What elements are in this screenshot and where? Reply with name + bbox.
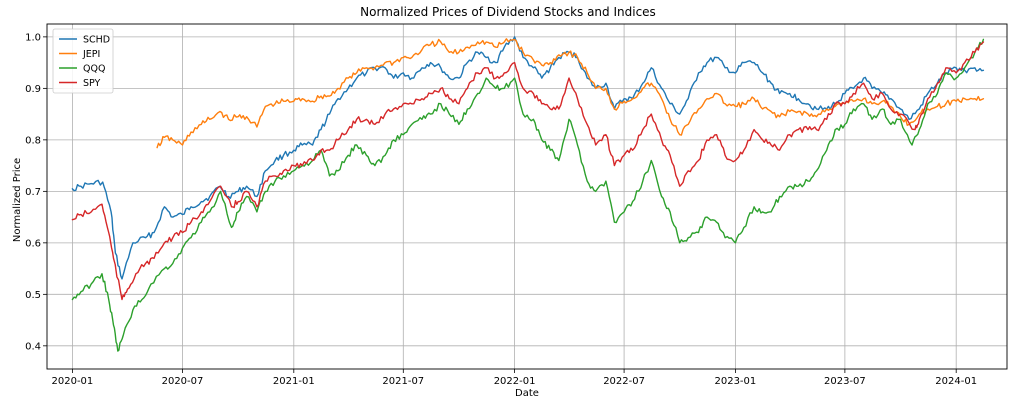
- x-tick-label: 2024-01: [935, 376, 977, 387]
- x-tick-label: 2021-07: [382, 376, 424, 387]
- x-tick-label: 2020-01: [52, 376, 94, 387]
- legend-box: [52, 28, 114, 94]
- y-axis-ticks: 0.4 0.5 0.6 0.7 0.8 0.9 1.0: [25, 32, 47, 352]
- legend-label-schd: SCHD: [83, 35, 110, 46]
- y-tick-label: 0.6: [25, 238, 41, 249]
- x-tick-label: 2023-01: [714, 376, 756, 387]
- y-tick-label: 0.5: [25, 290, 41, 301]
- grid: [47, 24, 1007, 369]
- x-tick-label: 2020-07: [162, 376, 204, 387]
- x-tick-label: 2022-07: [603, 376, 645, 387]
- series-line-jepi: [156, 38, 985, 149]
- legend-label-jepi: JEPI: [82, 49, 100, 60]
- y-axis-title: Normalized Price: [12, 158, 23, 242]
- y-tick-label: 0.9: [25, 84, 41, 95]
- y-tick-label: 0.7: [25, 187, 41, 198]
- y-tick-label: 1.0: [25, 32, 41, 43]
- series-line-spy: [71, 41, 985, 301]
- series-lines: [71, 36, 985, 352]
- legend: SCHD JEPI QQQ SPY: [52, 28, 114, 94]
- legend-label-qqq: QQQ: [83, 64, 105, 75]
- plot-frame: [46, 23, 1008, 370]
- legend-label-spy: SPY: [83, 78, 101, 89]
- x-tick-label: 2023-07: [824, 376, 866, 387]
- y-tick-label: 0.4: [25, 341, 41, 352]
- x-tick-label: 2021-01: [273, 376, 315, 387]
- series-line-qqq: [71, 38, 985, 352]
- chart-title: Normalized Prices of Dividend Stocks and…: [360, 5, 656, 19]
- x-axis-title: Date: [515, 388, 539, 399]
- series-line-schd: [71, 36, 985, 280]
- x-tick-label: 2022-01: [494, 376, 536, 387]
- y-tick-label: 0.8: [25, 135, 41, 146]
- x-axis-ticks: 2020-01 2020-07 2021-01 2021-07 2022-01 2022-…: [52, 369, 977, 387]
